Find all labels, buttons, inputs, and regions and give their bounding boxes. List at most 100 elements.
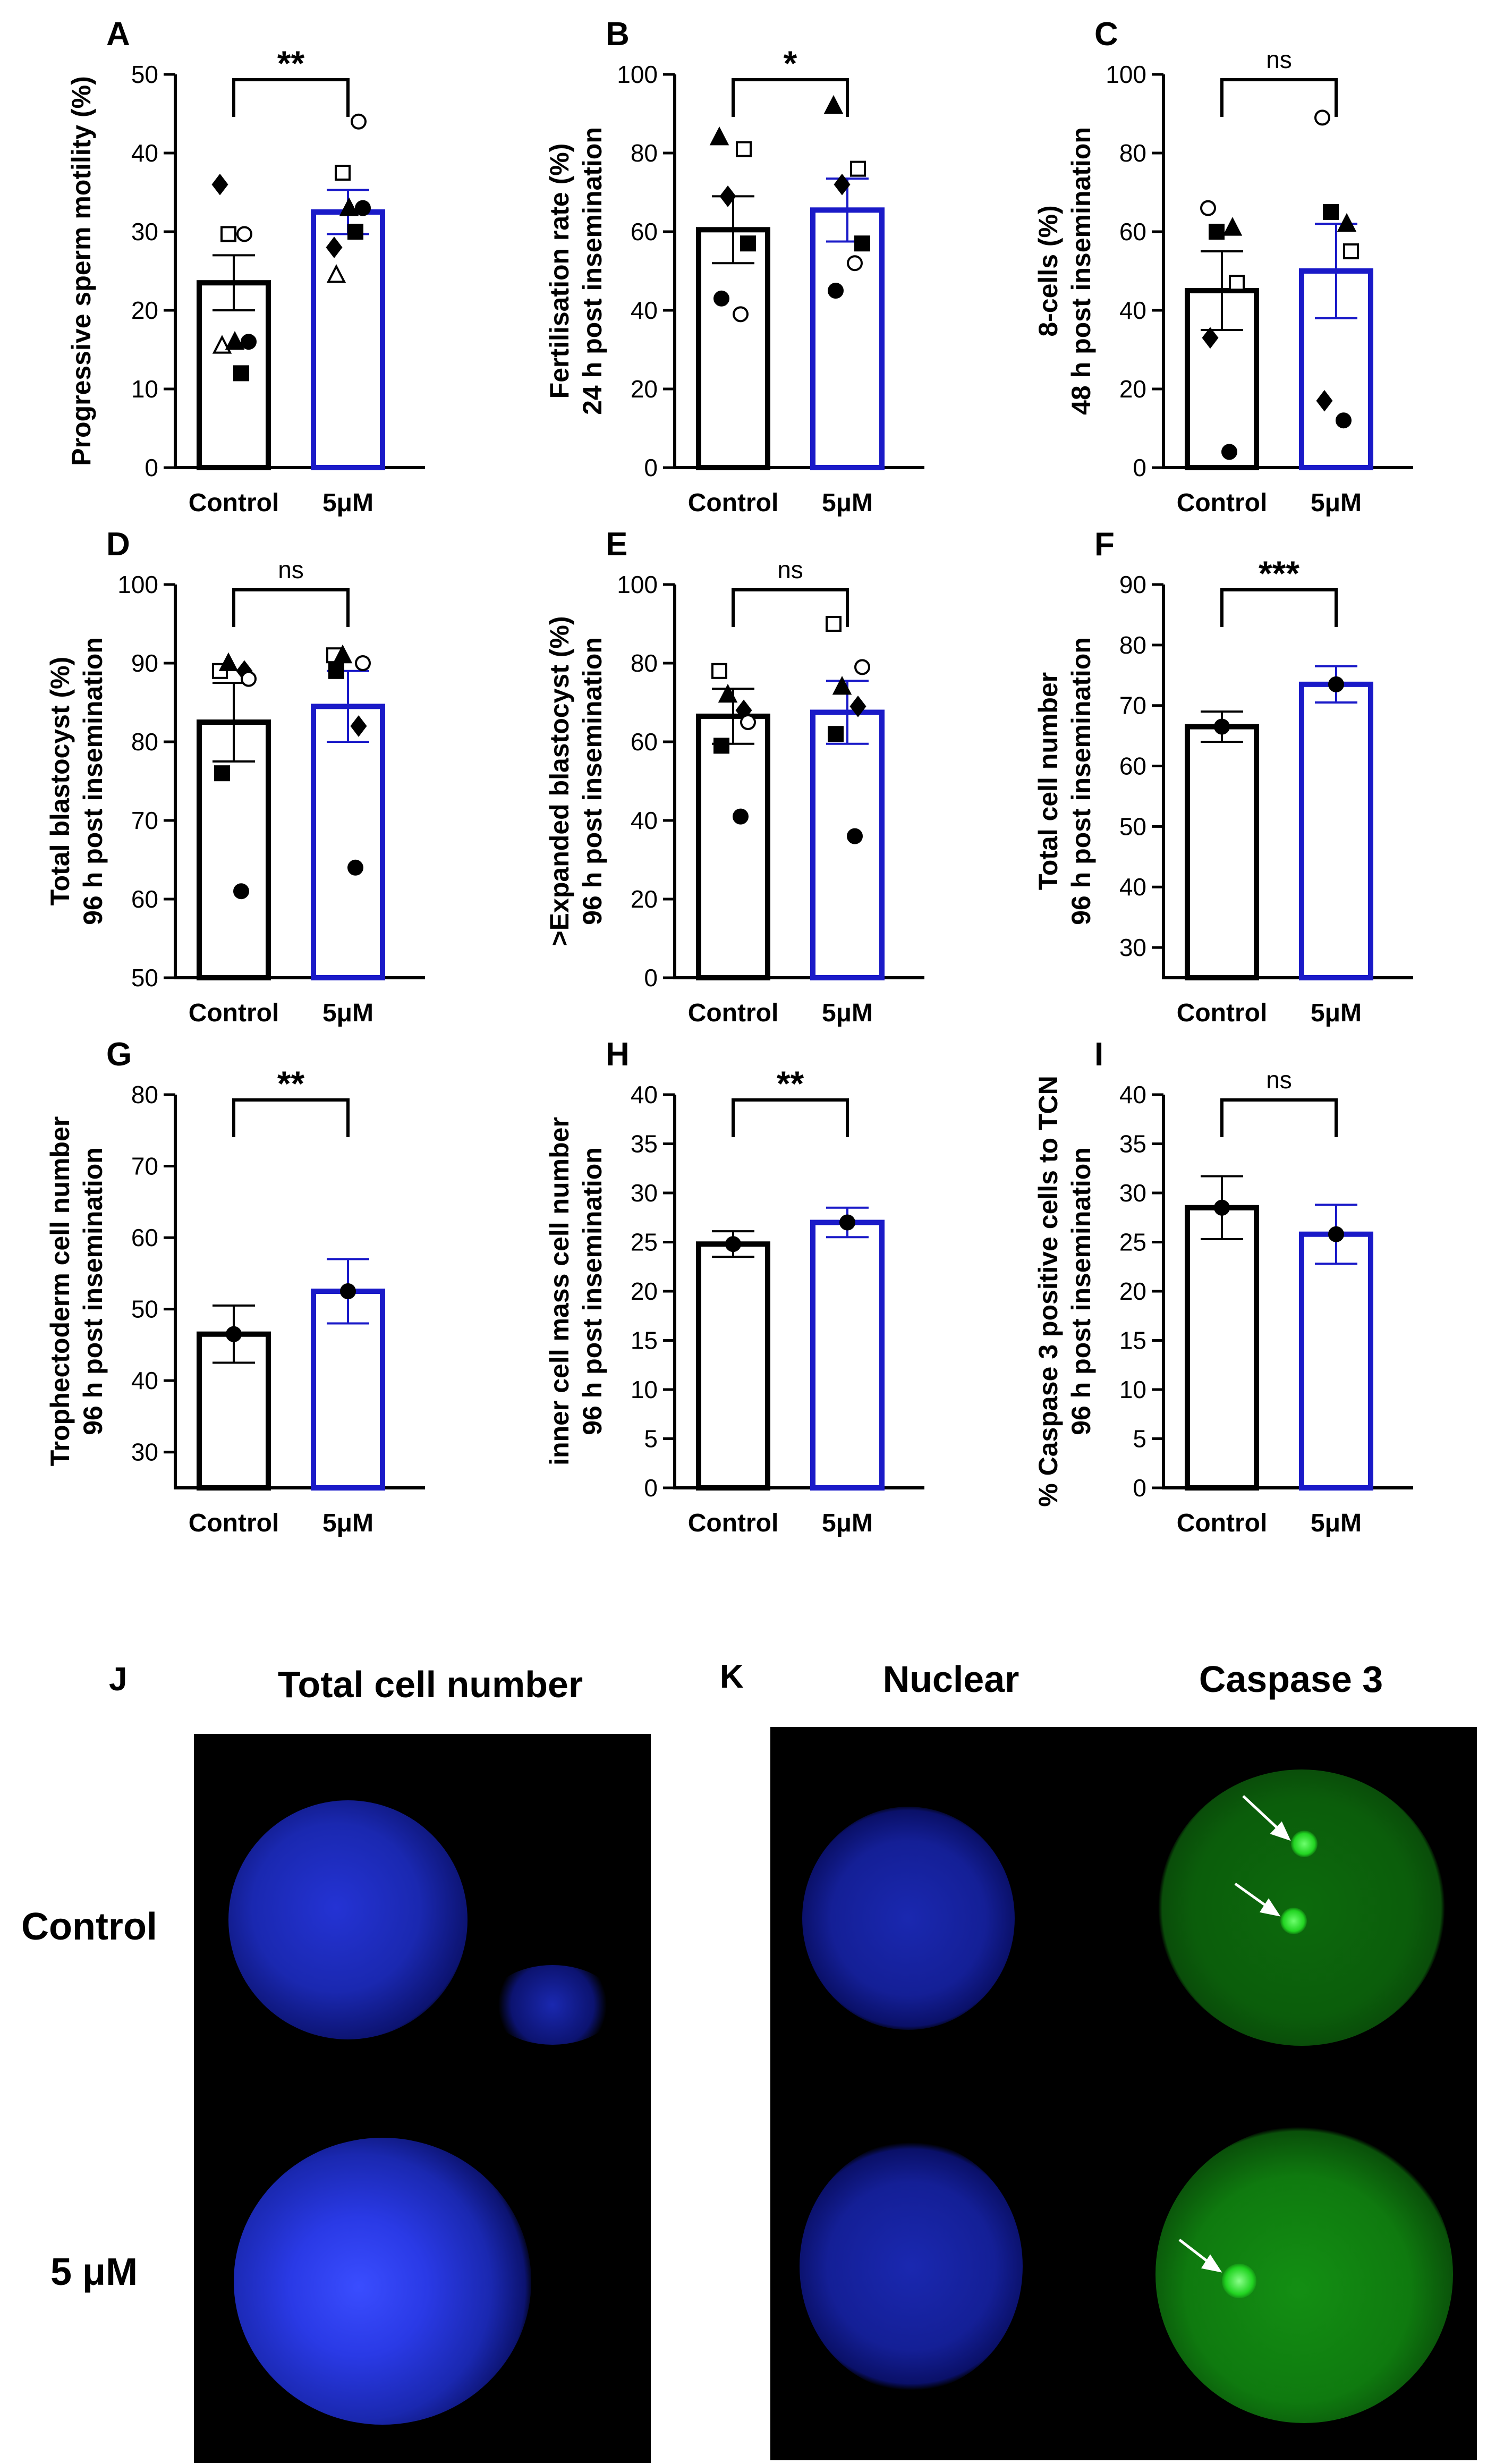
category-label: 5μM	[822, 489, 873, 517]
data-point	[220, 226, 236, 242]
data-point	[850, 160, 866, 177]
embryo-treated-caspase	[1155, 2126, 1453, 2423]
y-tick-label: 35	[1119, 1130, 1146, 1158]
chart-svg: F 30 40 50 60 70 80 90 Total cell number 96 h pos…	[1033, 526, 1413, 1027]
significance-label: ns	[278, 556, 304, 583]
chart-panel-h: H 0 5 10 15 20 25 30 35 40 inner cell mass cell nu…	[499, 1020, 988, 1552]
data-point	[709, 126, 729, 146]
category-label: 5μM	[322, 489, 373, 517]
y-tick-label: 10	[631, 1376, 658, 1403]
arrow-icon	[1234, 1882, 1281, 1917]
data-point	[1202, 327, 1219, 349]
category-label: 5μM	[1311, 999, 1362, 1027]
significance-bracket	[1220, 1098, 1338, 1137]
data-point	[828, 726, 844, 742]
y-tick-label: 5	[644, 1425, 658, 1453]
significance-bracket	[232, 1098, 350, 1137]
y-tick-label: 50	[131, 964, 158, 992]
significance-bracket	[1220, 588, 1338, 627]
embryo-treated-total	[234, 2138, 531, 2425]
chart-panel-c: C 0 20 40 60 80 100 8-cells (%) 48 h post insemi…	[988, 0, 1487, 531]
data-point	[719, 185, 736, 207]
bar	[810, 207, 885, 470]
y-tick-label: 30	[131, 1438, 158, 1466]
data-point	[226, 1326, 242, 1342]
data-point	[241, 334, 257, 350]
chart-panel-e: E 0 20 40 60 80 100 >Expanded blastocyst (%) 96 …	[499, 510, 988, 1036]
header-total-cell-number: Total cell number	[277, 1664, 583, 1705]
data-point	[218, 652, 239, 671]
y-tick-label: 40	[631, 807, 658, 834]
category-label: Control	[688, 1509, 779, 1537]
chart-panel-a: A 0 10 20 30 40 50 Progressive sperm motility (…	[0, 0, 499, 531]
arrow-icon	[1178, 2239, 1222, 2273]
caspase-positive-cell	[1222, 2264, 1256, 2298]
significance-bracket	[732, 1098, 849, 1137]
panel-letter: C	[1094, 16, 1118, 53]
y-tick-label: 0	[1133, 1474, 1146, 1502]
y-tick-label: 10	[131, 375, 158, 403]
data-point	[236, 226, 252, 242]
category-label: 5μM	[822, 1509, 873, 1537]
significance-label: **	[777, 1064, 804, 1103]
significance-bracket	[1220, 78, 1338, 117]
data-point	[711, 663, 727, 679]
arrows-layer	[1178, 1795, 1291, 2273]
y-tick-label: 35	[631, 1130, 658, 1158]
y-tick-label: 30	[131, 218, 158, 245]
caspase-positive-cell	[1280, 1908, 1307, 1934]
y-tick-label: 0	[145, 454, 158, 481]
data-point	[1200, 200, 1216, 216]
y-axis-label: 96 h post insemination	[577, 1147, 607, 1435]
category-label: 5μM	[1311, 1509, 1362, 1537]
data-point	[725, 1236, 741, 1252]
data-point	[233, 365, 249, 382]
y-tick-label: 80	[131, 1081, 158, 1108]
data-point	[326, 236, 343, 258]
data-point	[1214, 718, 1230, 735]
y-tick-label: 20	[131, 297, 158, 324]
data-point	[1337, 213, 1357, 232]
significance-label: *	[784, 44, 797, 83]
y-axis-label: inner cell mass cell number	[545, 1117, 574, 1466]
y-tick-label: 0	[644, 1474, 658, 1502]
category-label: 5μM	[1311, 489, 1362, 517]
data-point	[333, 644, 353, 664]
panel-letter-k: K	[720, 1658, 744, 1695]
y-tick-label: 0	[644, 964, 658, 992]
category-label: 5μM	[322, 1509, 373, 1537]
significance-label: **	[277, 44, 305, 83]
data-point	[834, 173, 851, 196]
y-tick-label: 60	[1119, 752, 1146, 780]
y-tick-label: 40	[631, 1081, 658, 1108]
y-tick-label: 40	[1119, 873, 1146, 901]
embryo-treated-nuclear	[800, 2141, 1023, 2391]
y-tick-label: 70	[1119, 692, 1146, 719]
data-point	[1229, 275, 1245, 291]
data-point	[335, 165, 351, 181]
bar	[810, 709, 885, 980]
data-point	[1343, 243, 1359, 259]
significance-bracket	[732, 588, 849, 627]
panel-letter: H	[606, 1036, 630, 1073]
bar	[696, 713, 770, 980]
y-tick-label: 90	[1119, 571, 1146, 598]
bar	[1185, 724, 1259, 980]
y-tick-label: 80	[631, 649, 658, 677]
significance-label: ns	[1266, 46, 1292, 73]
y-axis-label: Total blastocyst (%)	[45, 657, 75, 906]
bar	[1299, 1231, 1373, 1491]
bar	[311, 704, 385, 980]
bar	[1299, 681, 1373, 981]
panel-letter: I	[1094, 1036, 1103, 1073]
data-point	[1214, 1199, 1230, 1216]
data-point	[1323, 204, 1339, 220]
y-axis-label: 96 h post insemination	[78, 637, 108, 925]
y-tick-label: 30	[1119, 1179, 1146, 1207]
micrograph-nuclear-caspase	[770, 1727, 1477, 2460]
y-tick-label: 60	[631, 218, 658, 245]
y-tick-label: 15	[1119, 1327, 1146, 1354]
bar	[1185, 1205, 1259, 1491]
row-label-control: Control	[21, 1906, 157, 1948]
data-point	[854, 235, 870, 252]
